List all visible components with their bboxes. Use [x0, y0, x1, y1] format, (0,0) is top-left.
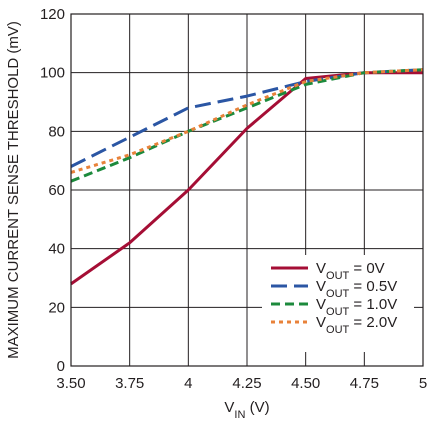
series-line-2 [70, 68, 424, 183]
legend-label: VOUT = 0V [316, 260, 385, 282]
y-tick-label: 80 [48, 123, 65, 140]
series-layer [70, 68, 424, 286]
x-tick-label: 5 [419, 375, 427, 392]
x-axis-title: VIN (V) [224, 399, 269, 421]
x-tick-label: 4 [184, 375, 192, 392]
y-tick-label: 40 [48, 241, 65, 258]
y-tick-label: 0 [57, 358, 65, 375]
plot-frame [70, 13, 424, 367]
y-tick-labels: 0 20 40 60 80 100 120 [40, 6, 65, 375]
x-tick-label: 3.50 [56, 375, 85, 392]
x-tick-label: 4.50 [291, 375, 320, 392]
y-axis-title: MAXIMUM CURRENT SENSE THRESHOLD (mV) [5, 21, 22, 359]
y-tick-label: 20 [48, 299, 65, 316]
legend-label: VOUT = 2.0V [316, 314, 397, 336]
x-tick-label: 3.75 [115, 375, 144, 392]
y-tick-label: 120 [40, 6, 65, 23]
legend-label: VOUT = 0.5V [316, 278, 397, 300]
x-tick-label: 4.75 [350, 375, 379, 392]
y-tick-label: 100 [40, 65, 65, 82]
x-tick-labels: 3.50 3.75 4 4.25 4.50 4.75 5 [56, 375, 427, 392]
x-tick-label: 4.25 [232, 375, 261, 392]
y-tick-label: 60 [48, 182, 65, 199]
legend-label: VOUT = 1.0V [316, 296, 397, 318]
